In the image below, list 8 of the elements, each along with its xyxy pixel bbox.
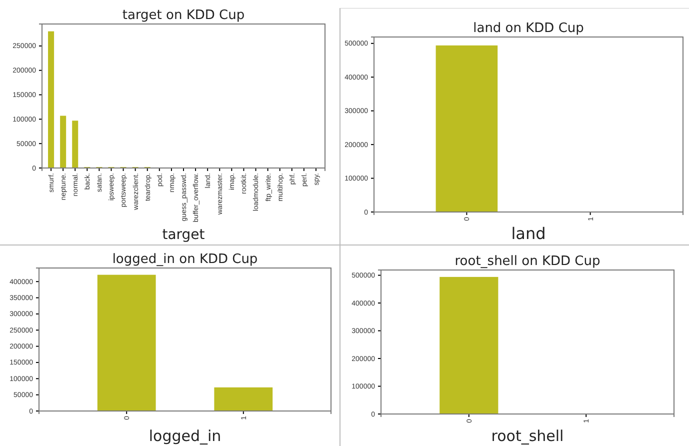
x-axis-title: target xyxy=(162,227,206,243)
chart-title: land on KDD Cup xyxy=(473,21,584,36)
x-axis-title: land xyxy=(511,224,546,243)
chart-title: logged_in on KDD Cup xyxy=(112,252,258,267)
chart-title: root_shell on KDD Cup xyxy=(454,254,600,269)
x-axis-title: logged_in xyxy=(148,427,222,445)
chart-title: target on KDD Cup xyxy=(122,8,245,23)
x-axis-title: root_shell xyxy=(491,427,564,445)
